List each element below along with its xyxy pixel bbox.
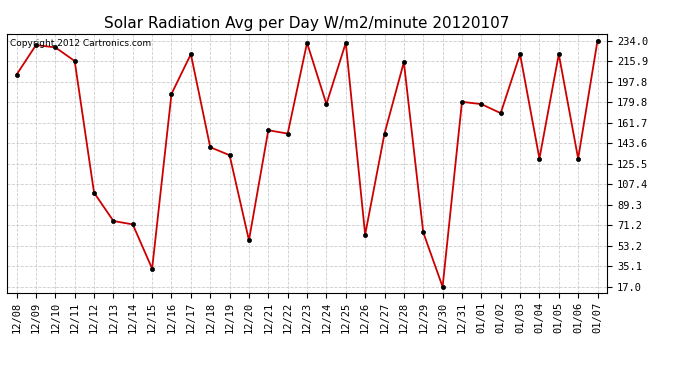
Text: Copyright 2012 Cartronics.com: Copyright 2012 Cartronics.com <box>10 39 151 48</box>
Title: Solar Radiation Avg per Day W/m2/minute 20120107: Solar Radiation Avg per Day W/m2/minute … <box>104 16 510 31</box>
